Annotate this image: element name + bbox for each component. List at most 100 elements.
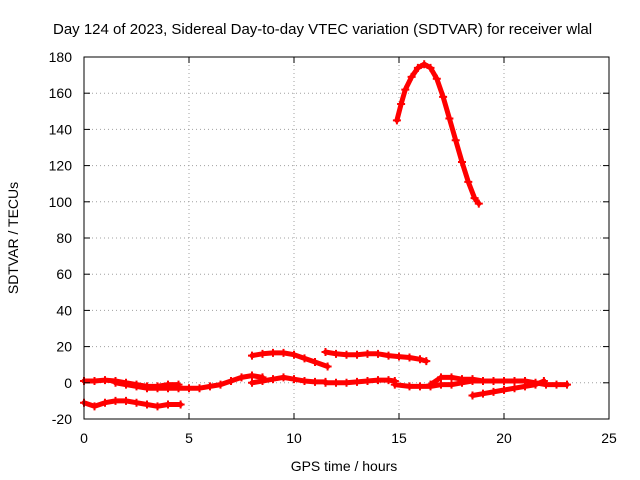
data-point	[384, 351, 393, 360]
y-tick-label: 40	[56, 302, 72, 318]
data-point	[510, 384, 519, 393]
x-tick-label: 10	[286, 430, 302, 446]
data-point	[489, 376, 498, 385]
data-point	[426, 63, 435, 72]
data-point	[363, 376, 372, 385]
data-point	[185, 384, 193, 393]
data-point	[132, 382, 141, 391]
data-point	[174, 384, 183, 393]
data-point	[437, 380, 445, 389]
data-point	[101, 376, 109, 385]
data-point	[405, 382, 414, 391]
y-tick-label: 140	[49, 121, 73, 137]
x-tick-label: 15	[391, 430, 407, 446]
data-point	[405, 353, 414, 362]
data-point	[143, 384, 151, 393]
data-point	[470, 194, 479, 203]
data-point	[176, 400, 185, 409]
data-point	[227, 376, 235, 385]
data-point	[258, 349, 267, 358]
data-point	[248, 378, 256, 387]
data-point	[300, 376, 309, 385]
data-point	[164, 400, 172, 409]
series-trace	[81, 398, 184, 409]
x-tick-label: 5	[185, 430, 193, 446]
data-point	[153, 384, 162, 393]
data-point	[447, 373, 456, 382]
data-point	[447, 380, 456, 389]
y-axis-title: SDTVAR / TECUs	[5, 182, 21, 294]
data-point	[332, 349, 340, 358]
data-point	[311, 357, 319, 366]
data-point	[101, 398, 109, 407]
data-point	[397, 100, 406, 109]
data-point	[468, 391, 477, 400]
x-tick-label: 25	[601, 430, 617, 446]
y-tick-label: 180	[49, 49, 73, 65]
data-point	[300, 354, 309, 363]
data-point	[416, 382, 424, 391]
data-point	[206, 382, 214, 391]
x-axis-title: GPS time / hours	[291, 458, 398, 474]
chart-title: Day 124 of 2023, Sidereal Day-to-day VTE…	[53, 21, 592, 38]
data-point	[111, 378, 120, 387]
data-point	[395, 352, 403, 361]
data-point	[122, 380, 130, 389]
data-point	[90, 402, 99, 411]
data-point	[290, 375, 298, 384]
data-point	[269, 348, 277, 357]
data-point	[323, 362, 332, 371]
data-point	[374, 349, 382, 358]
y-tick-label: 120	[49, 158, 73, 174]
y-tick-label: 60	[56, 266, 72, 282]
data-point	[413, 63, 422, 72]
data-point	[311, 377, 319, 386]
data-point	[164, 384, 172, 393]
data-point	[248, 351, 256, 360]
data-point	[153, 402, 162, 411]
data-point	[374, 376, 382, 385]
data-point	[353, 350, 361, 359]
series-track-8	[392, 60, 483, 208]
data-point	[474, 199, 483, 208]
data-point	[401, 85, 410, 94]
data-point	[479, 389, 487, 398]
data-point	[420, 60, 429, 69]
data-point	[521, 382, 529, 391]
series-track-7	[321, 348, 431, 366]
data-point	[321, 378, 330, 387]
data-marks	[80, 60, 571, 411]
data-point	[258, 376, 267, 385]
data-point	[279, 348, 288, 357]
data-point	[439, 92, 448, 101]
data-point	[563, 380, 571, 389]
data-point	[468, 375, 477, 384]
data-point	[500, 376, 508, 385]
data-point	[111, 396, 120, 405]
data-point	[390, 380, 399, 389]
data-point	[539, 376, 548, 385]
y-tick-label: 80	[56, 230, 72, 246]
data-point	[464, 177, 473, 186]
data-point	[195, 384, 204, 393]
y-tick-label: -20	[52, 411, 72, 427]
y-tick-label: 0	[64, 375, 72, 391]
data-point	[269, 375, 277, 384]
data-point	[552, 380, 561, 389]
data-point	[122, 396, 130, 405]
axis-ticks: 0 5 10 15 20 25 -20 0 20 40 60 80 100 120 140 160 180	[49, 49, 617, 446]
data-point	[90, 376, 99, 385]
data-point	[216, 380, 225, 389]
data-point	[237, 373, 246, 382]
data-point	[451, 136, 460, 145]
data-point	[416, 355, 424, 364]
data-point	[143, 400, 151, 409]
data-point	[407, 72, 416, 81]
data-point	[426, 380, 435, 389]
data-point	[353, 377, 361, 386]
series-track-3	[111, 371, 267, 393]
data-point	[437, 373, 445, 382]
data-point	[479, 376, 487, 385]
y-tick-label: 160	[49, 85, 73, 101]
